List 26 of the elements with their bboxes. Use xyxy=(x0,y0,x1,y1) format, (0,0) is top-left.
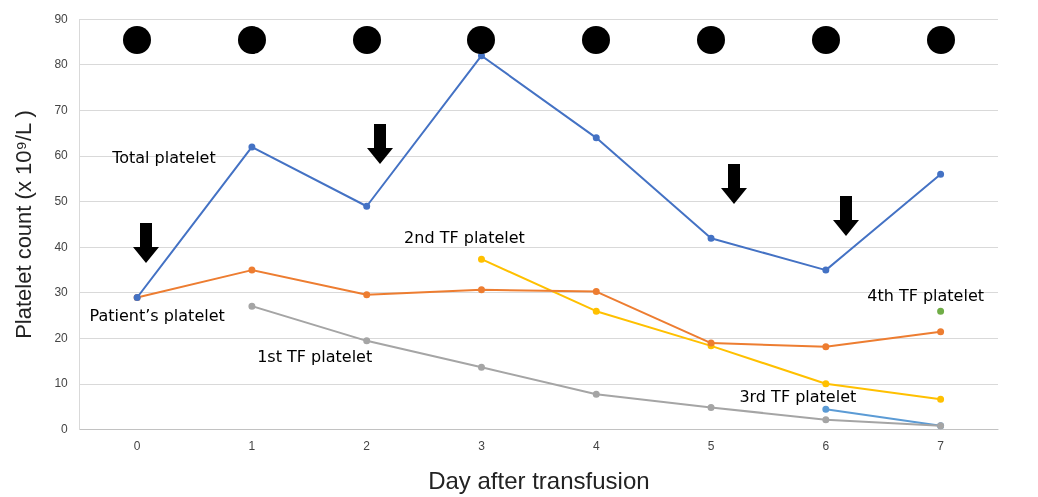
y-tick-label: 60 xyxy=(54,148,69,163)
x-tick-label: 7 xyxy=(937,439,945,454)
y-tick-label: 30 xyxy=(54,285,69,300)
x-tick-label: 1 xyxy=(248,439,256,454)
y-tick-label: 90 xyxy=(54,11,69,26)
x-axis-title: Day after transfusion xyxy=(428,467,650,495)
x-tick-label: 4 xyxy=(592,439,600,454)
y-tick-label: 0 xyxy=(61,422,69,437)
y-tick-label: 10 xyxy=(54,376,69,391)
series-label: 1st TF platelet xyxy=(257,346,373,366)
x-tick-label: 6 xyxy=(822,439,830,454)
y-tick-label: 50 xyxy=(54,194,69,208)
y-axis-title: Platelet count (x 10⁹/L ) xyxy=(11,110,37,339)
series-label: 2nd TF platelet xyxy=(404,228,525,248)
y-tick-label: 20 xyxy=(54,330,69,345)
series-label: Total platelet xyxy=(111,148,216,168)
x-tick-label: 2 xyxy=(363,439,371,454)
y-tick-label: 70 xyxy=(54,102,69,117)
x-tick-label: 5 xyxy=(707,439,715,454)
y-tick-label: 80 xyxy=(54,57,69,72)
text: 4th TF platelet xyxy=(867,286,985,306)
series-label: Patient’s platelet xyxy=(89,305,225,325)
x-tick-label: 3 xyxy=(478,439,486,454)
y-tick-label: 40 xyxy=(54,239,69,254)
x-tick-label: 0 xyxy=(133,439,141,454)
series-label: 3rd TF platelet xyxy=(739,387,857,407)
